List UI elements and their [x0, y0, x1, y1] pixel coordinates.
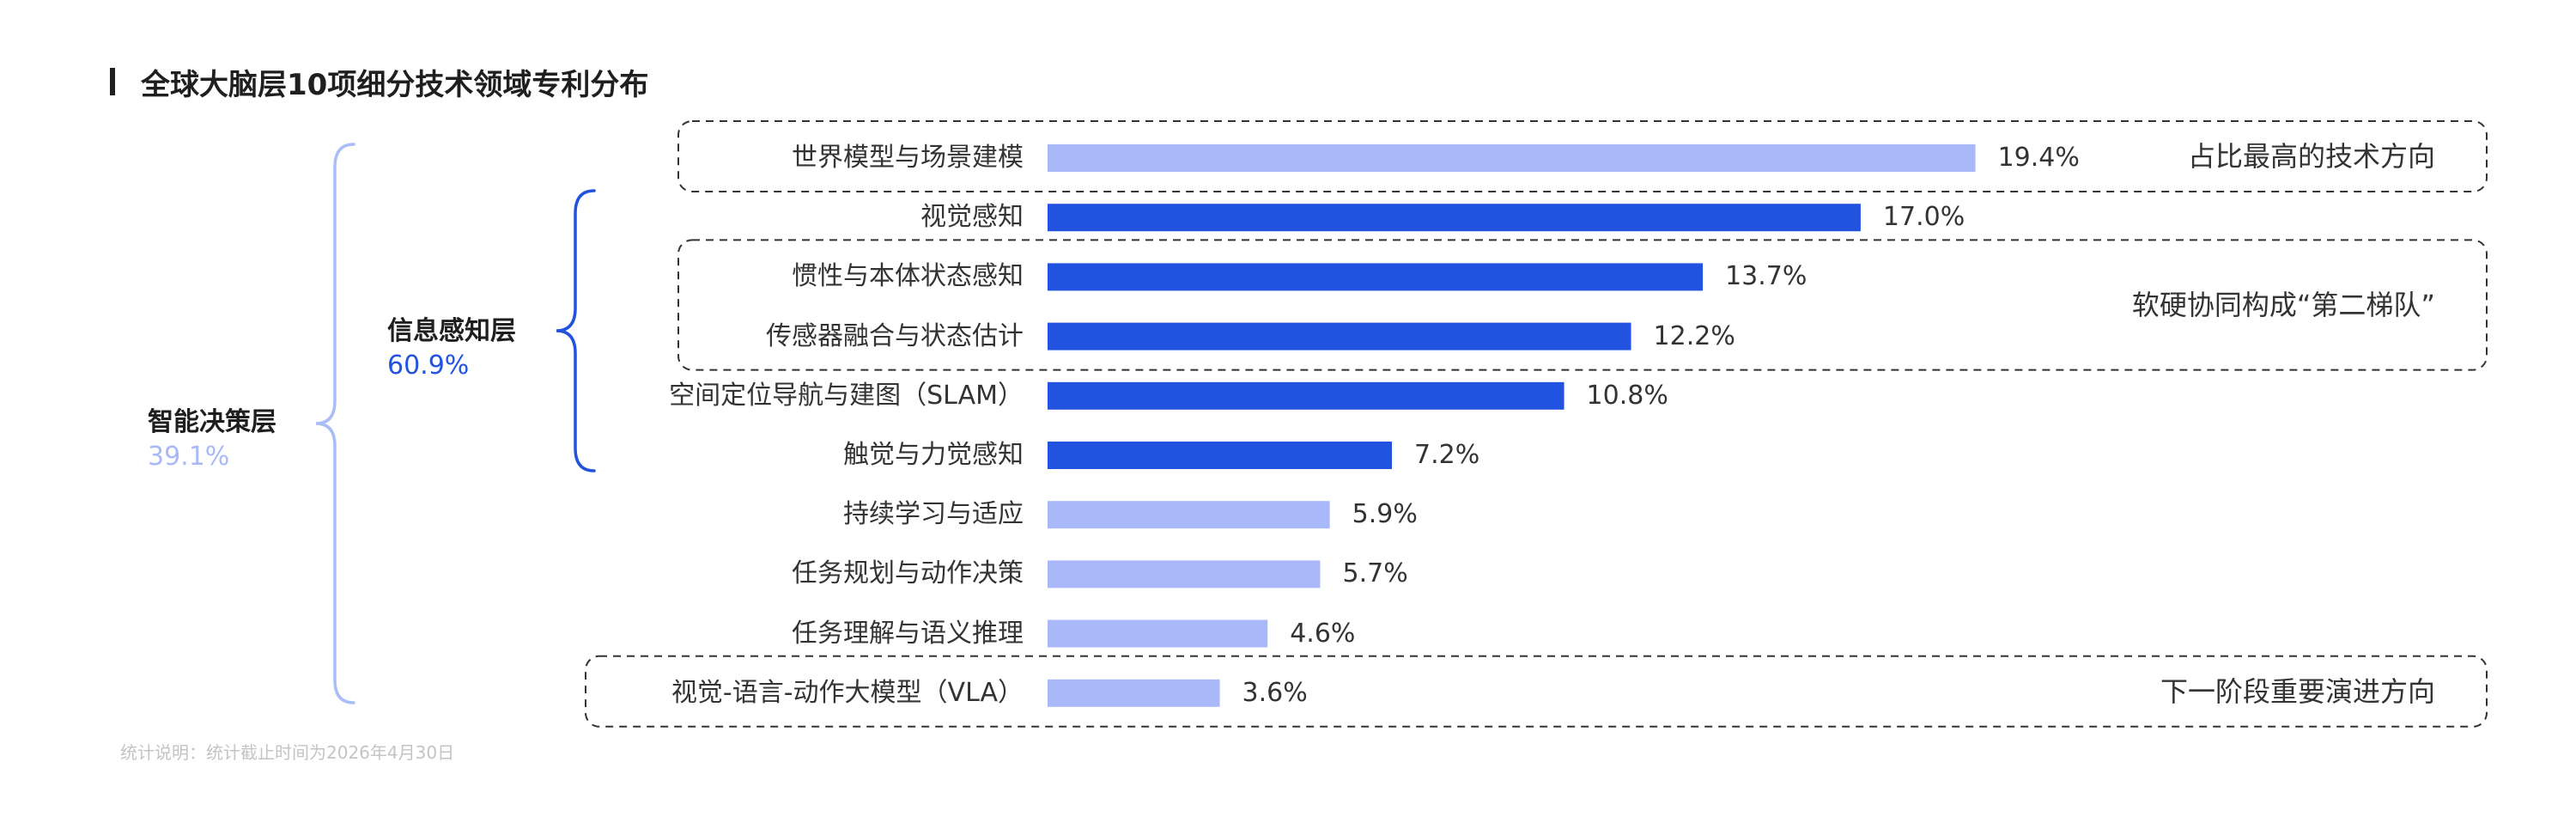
footnote: 统计说明：统计截止时间为2026年4月30日	[120, 742, 455, 763]
group-value-decision: 39.1%	[148, 442, 230, 472]
annotation-note: 下一阶段重要演进方向	[2160, 674, 2435, 708]
chart-title-wrap: 全球大脑层10项细分技术领域专利分布	[110, 60, 648, 103]
value-label: 4.6%	[1290, 618, 1356, 649]
category-label: 惯性与本体状态感知	[792, 261, 1024, 292]
bar-6	[1048, 501, 1330, 529]
chart-title: 全球大脑层10项细分技术领域专利分布	[141, 67, 649, 102]
annotation-note: 占比最高的技术方向	[2187, 140, 2435, 173]
bar-1	[1048, 204, 1861, 232]
category-label: 任务理解与语义推理	[792, 618, 1024, 649]
category-label: 视觉感知	[920, 202, 1024, 233]
group-value-perception: 60.9%	[387, 351, 470, 381]
bar-5	[1048, 442, 1393, 469]
value-label: 17.0%	[1882, 202, 1965, 233]
category-label: 触觉与力觉感知	[843, 440, 1024, 470]
group-label-decision: 智能决策层	[148, 407, 276, 437]
annotation-box-1	[677, 239, 2488, 371]
value-label: 12.2%	[1653, 320, 1735, 351]
value-label: 7.2%	[1414, 440, 1480, 470]
value-label: 5.9%	[1352, 499, 1418, 530]
brace-decision	[315, 143, 355, 704]
bar-3	[1048, 322, 1631, 351]
category-label: 视觉-语言-动作大模型（VLA）	[671, 677, 1024, 708]
group-label-perception: 信息感知层	[387, 316, 516, 346]
annotation-note: 软硬协同构成“第二梯队”	[2131, 289, 2435, 321]
value-label: 5.7%	[1342, 558, 1408, 589]
annotation-box-2	[585, 655, 2488, 728]
title-accent-bar	[110, 68, 115, 95]
brace-perception	[556, 189, 596, 472]
category-label: 任务规划与动作决策	[792, 558, 1024, 589]
value-label: 3.6%	[1242, 677, 1308, 708]
bar-9	[1048, 679, 1220, 707]
bar-8	[1048, 619, 1268, 648]
value-label: 10.8%	[1586, 380, 1668, 411]
value-label: 13.7%	[1725, 261, 1807, 292]
bar-7	[1048, 560, 1321, 588]
value-label: 19.4%	[1997, 143, 2080, 173]
bar-0	[1048, 144, 1976, 172]
category-label: 空间定位导航与建图（SLAM）	[669, 380, 1024, 411]
bar-4	[1048, 381, 1564, 410]
category-label: 持续学习与适应	[843, 499, 1024, 530]
category-label: 传感器融合与状态估计	[766, 320, 1024, 351]
category-label: 世界模型与场景建模	[792, 143, 1024, 173]
bar-2	[1048, 263, 1704, 291]
